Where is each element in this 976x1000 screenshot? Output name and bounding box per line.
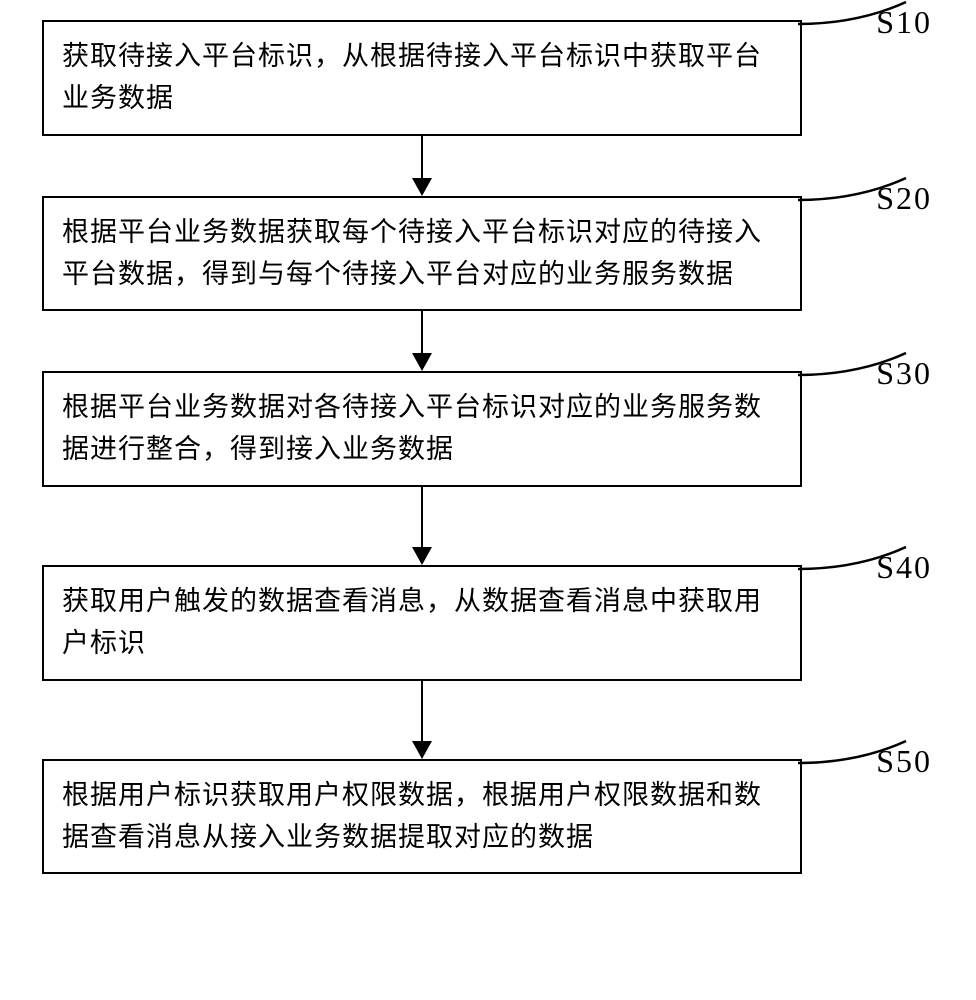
step-box-s50: S50 根据用户标识获取用户权限数据，根据用户权限数据和数据查看消息从接入业务数… bbox=[42, 759, 802, 875]
arrow-s10-s20 bbox=[42, 136, 802, 196]
arrow-head bbox=[412, 178, 432, 196]
step-label-s20: S20 bbox=[876, 174, 932, 224]
arrow-line bbox=[421, 487, 424, 547]
arrow-line bbox=[421, 136, 424, 178]
step-label-s40: S40 bbox=[876, 543, 932, 593]
arrow-line bbox=[421, 681, 424, 741]
step-text-s20: 根据平台业务数据获取每个待接入平台标识对应的待接入平台数据，得到与每个待接入平台… bbox=[62, 212, 782, 296]
step-box-s20: S20 根据平台业务数据获取每个待接入平台标识对应的待接入平台数据，得到与每个待… bbox=[42, 196, 802, 312]
arrow-head bbox=[412, 741, 432, 759]
arrow-s40-s50 bbox=[42, 681, 802, 759]
step-text-s10: 获取待接入平台标识，从根据待接入平台标识中获取平台业务数据 bbox=[62, 36, 782, 120]
step-text-s40: 获取用户触发的数据查看消息，从数据查看消息中获取用户标识 bbox=[62, 581, 782, 665]
step-box-s40: S40 获取用户触发的数据查看消息，从数据查看消息中获取用户标识 bbox=[42, 565, 802, 681]
arrow-line bbox=[421, 311, 424, 353]
step-box-s10: S10 获取待接入平台标识，从根据待接入平台标识中获取平台业务数据 bbox=[42, 20, 802, 136]
step-label-s10: S10 bbox=[876, 0, 932, 48]
step-box-s30: S30 根据平台业务数据对各待接入平台标识对应的业务服务数据进行整合，得到接入业… bbox=[42, 371, 802, 487]
arrow-s30-s40 bbox=[42, 487, 802, 565]
arrow-head bbox=[412, 547, 432, 565]
step-label-s50: S50 bbox=[876, 737, 932, 787]
step-text-s30: 根据平台业务数据对各待接入平台标识对应的业务服务数据进行整合，得到接入业务数据 bbox=[62, 387, 782, 471]
flowchart-container: S10 获取待接入平台标识，从根据待接入平台标识中获取平台业务数据 S20 根据… bbox=[42, 20, 942, 874]
arrow-s20-s30 bbox=[42, 311, 802, 371]
arrow-head bbox=[412, 353, 432, 371]
step-label-s30: S30 bbox=[876, 349, 932, 399]
step-text-s50: 根据用户标识获取用户权限数据，根据用户权限数据和数据查看消息从接入业务数据提取对… bbox=[62, 775, 782, 859]
